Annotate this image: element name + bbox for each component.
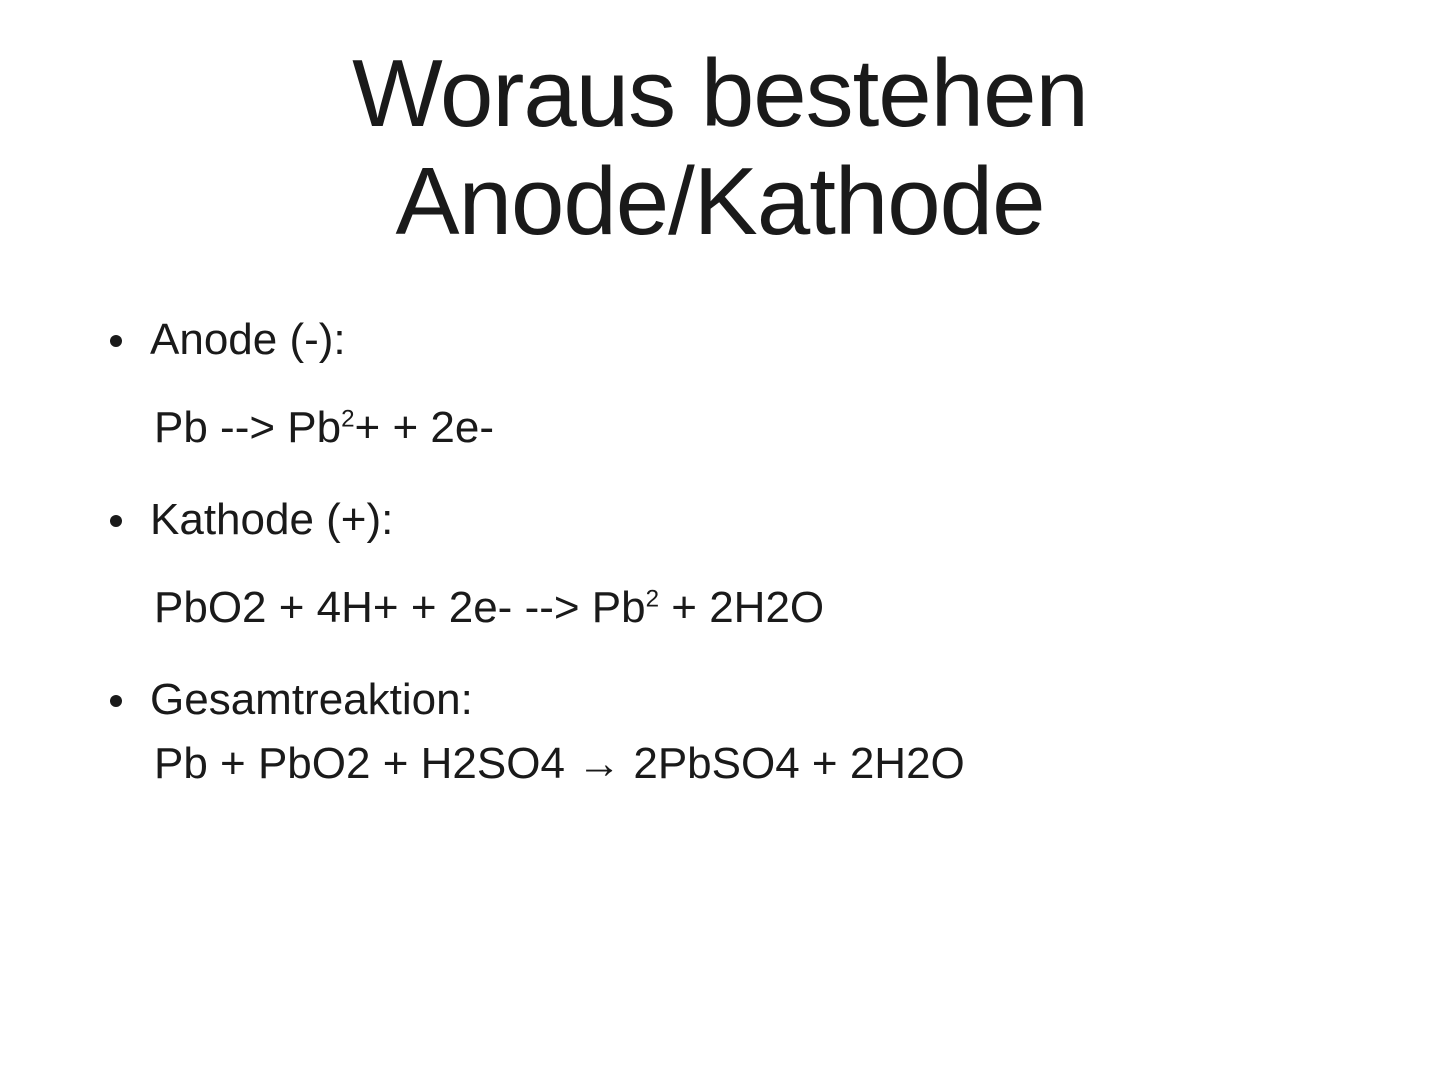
bullet-label: Gesamtreaktion: [150,675,473,725]
bullet-label: Anode (-): [150,315,346,365]
title-line-2: Anode/Kathode [100,148,1340,256]
bullet-equation: PbO2 + 4H+ + 2e- --> Pb2 + 2H2O [110,583,1340,633]
equation-part-after: + 2H2O [659,583,824,632]
bullet-header: Anode (-): [110,315,1340,365]
bullet-equation: Pb + PbO2 + H2SO4 → 2PbSO4 + 2H2O [110,739,1340,789]
slide-content: Anode (-): Pb --> Pb2+ + 2e- Kathode (+)… [100,315,1340,789]
bullet-dot-icon [110,695,122,707]
equation-superscript: 2 [646,585,659,612]
bullet-header: Kathode (+): [110,495,1340,545]
equation-part-before: PbO2 + 4H+ + 2e- --> Pb [154,583,646,632]
equation-superscript: 2 [341,405,354,432]
equation-part-before: Pb --> Pb [154,403,341,452]
bullet-dot-icon [110,335,122,347]
bullet-header: Gesamtreaktion: [110,675,1340,725]
equation-part-after: + + 2e- [355,403,494,452]
bullet-item-anode: Anode (-): Pb --> Pb2+ + 2e- [110,315,1340,453]
title-line-1: Woraus bestehen [100,40,1340,148]
bullet-equation: Pb --> Pb2+ + 2e- [110,403,1340,453]
bullet-label: Kathode (+): [150,495,393,545]
bullet-dot-icon [110,515,122,527]
bullet-item-gesamt: Gesamtreaktion: Pb + PbO2 + H2SO4 → 2PbS… [110,675,1340,789]
equation-part-before: Pb + PbO2 + H2SO4 → 2PbSO4 + 2H2O [154,739,965,788]
bullet-item-kathode: Kathode (+): PbO2 + 4H+ + 2e- --> Pb2 + … [110,495,1340,633]
slide-title: Woraus bestehen Anode/Kathode [100,40,1340,255]
